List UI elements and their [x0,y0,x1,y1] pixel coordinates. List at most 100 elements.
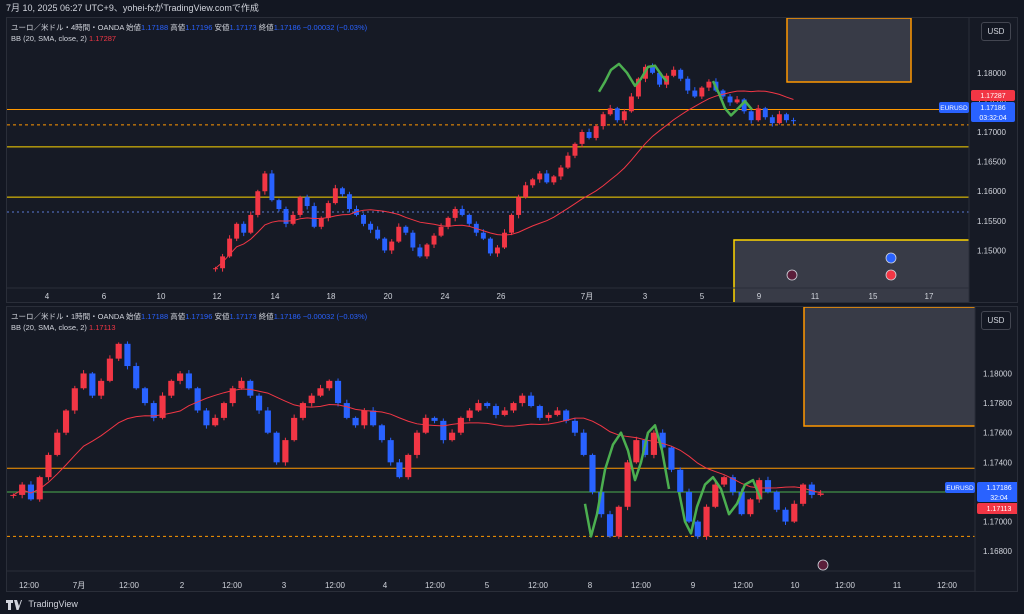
event-us-flag-icon [885,269,897,281]
open-value: 1.17188 [141,23,169,32]
candle-body [671,69,677,76]
candle-body [692,90,698,97]
candle-body [551,176,557,183]
symbol-title[interactable]: ユーロ／米ドル・4時間・OANDA [11,23,124,32]
candle-body [764,480,772,492]
price-tag [977,482,1017,502]
candle-body [509,214,515,233]
candle-body [729,477,736,492]
candle-body [276,200,282,210]
candle-body [262,173,268,192]
candle-body [317,388,324,396]
candle-body [389,241,395,251]
candle-chart-4h[interactable]: 1.180001.175001.170001.165001.160001.155… [7,18,1018,303]
candle-body [668,447,675,470]
candle-body [159,395,166,418]
candle-body [677,469,684,492]
candle-body [325,203,331,218]
price-tick-label: 1.16500 [977,158,1006,167]
candle-body [213,268,218,270]
candle-body [799,484,807,504]
candle-body [756,480,763,500]
candle-body [510,403,517,411]
price-tag-text: 1.17186 [980,105,1005,112]
candle-body [445,217,451,227]
candle-body [45,454,52,478]
candle-body [326,380,333,389]
candle-body [282,440,289,463]
change-value: −0.00032 (−0.03%) [302,23,368,32]
price-tag-text: 32:04 [990,495,1008,502]
candle-body [424,244,430,257]
drawing-curve [711,80,753,117]
candle-body [721,477,728,485]
candle-body [703,506,710,537]
low-value: 1.17173 [229,23,257,32]
currency-button[interactable]: USD [981,311,1011,330]
candle-body [291,417,298,441]
candle-body [607,108,613,115]
time-tick-label: 6 [102,292,107,301]
candle-body [89,373,96,396]
time-tick-label: 5 [485,581,490,590]
candle-body [220,403,228,418]
time-tick-label: 11 [893,581,902,590]
candle-body [80,373,87,389]
candle-body [141,388,149,404]
event-flash-icon [786,269,798,281]
candle-body [544,173,550,183]
candle-body [352,417,359,426]
candle-body [545,414,552,418]
candle-body [177,373,184,381]
candle-body [410,232,416,248]
candle-body [712,484,719,507]
candle-body [572,143,578,156]
candle-body [346,194,352,210]
bb-indicator-value: 1.17287 [88,34,117,43]
chart-panel-1h[interactable]: ユーロ／米ドル・1時間・OANDA 始値1.17188 高値1.17196 安値… [6,306,1018,592]
event-calendar-icon [885,252,897,264]
candle-body [598,491,605,515]
bb-indicator-label[interactable]: BB (20, SMA, close, 2) [11,323,87,332]
candle-body [537,173,543,180]
candle-body [405,454,412,478]
time-tick-label: 7月 [581,292,593,301]
candle-body [492,406,500,415]
candle-body [62,410,70,433]
time-tick-label: 12:00 [222,581,243,590]
candle-body [368,223,374,230]
candle-chart-1h[interactable]: 1.180001.178001.176001.174001.172001.170… [7,307,1018,592]
candle-body [212,417,219,426]
candle-body [413,432,421,455]
candle-body [396,462,403,478]
price-tag-text: 03:32:04 [979,115,1006,122]
bb-indicator-label[interactable]: BB (20, SMA, close, 2) [11,34,87,43]
candle-body [229,388,236,404]
time-tick-label: 8 [588,581,593,590]
chart-panel-4h[interactable]: ユーロ／米ドル・4時間・OANDA 始値1.17188 高値1.17196 安値… [6,17,1018,303]
symbol-title[interactable]: ユーロ／米ドル・1時間・OANDA [11,312,124,321]
candle-body [586,132,592,138]
candle-body [283,209,289,224]
candle-body [466,410,473,418]
event-flash-icon [817,559,829,571]
low-label: 安値 [214,312,230,321]
candle-body [378,425,385,441]
price-tag [971,102,1015,122]
candle-body [396,226,402,242]
legend-4h: ユーロ／米ドル・4時間・OANDA 始値1.17188 高値1.17196 安値… [11,22,367,44]
candle-body [606,514,614,537]
candle-body [382,238,388,251]
time-tick-label: 12:00 [425,581,446,590]
candle-body [650,66,655,73]
candle-body [484,403,491,407]
time-tick-label: 15 [869,292,878,301]
candle-body [635,78,641,97]
price-tick-label: 1.15000 [977,246,1006,255]
candle-body [706,81,712,88]
candle-body [255,395,263,411]
candle-body [516,197,522,215]
currency-button[interactable]: USD [981,22,1011,41]
candle-body [449,432,456,441]
time-tick-label: 3 [643,292,648,301]
